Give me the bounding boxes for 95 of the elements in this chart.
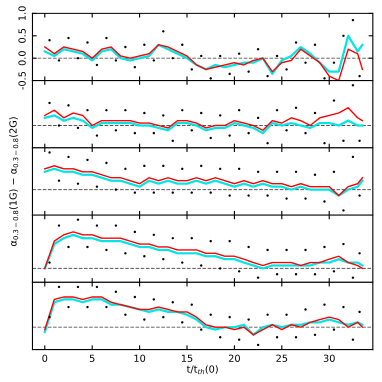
point: [134, 296, 136, 298]
point: [162, 316, 165, 318]
x-tick-label: 15: [182, 354, 192, 362]
point: [352, 18, 354, 22]
point: [323, 77, 326, 80]
point: [105, 248, 108, 252]
point: [332, 328, 336, 331]
point: [114, 188, 118, 191]
y-tick-label: 0.0: [18, 51, 26, 66]
point: [124, 252, 127, 255]
point: [266, 194, 269, 197]
y-axis-title: α$_{0.3−0.8}$(1G) − α$_{0.3−0.8}$(2G): [9, 117, 18, 246]
point: [266, 142, 269, 144]
point: [124, 46, 127, 48]
point: [218, 54, 222, 58]
point: [238, 270, 240, 273]
point: [238, 108, 240, 112]
point: [358, 252, 361, 255]
point: [332, 61, 336, 64]
point: [152, 191, 156, 194]
point: [228, 316, 231, 318]
x-tick-label: 30: [324, 354, 335, 362]
point: [96, 64, 98, 66]
point: [228, 194, 231, 197]
point: [124, 108, 127, 112]
point: [124, 168, 127, 170]
line-series: [44, 44, 364, 81]
point: [228, 134, 231, 137]
point: [304, 248, 307, 252]
point: [238, 168, 240, 170]
point: [86, 108, 89, 112]
point: [105, 162, 108, 164]
point: [247, 194, 250, 197]
point: [152, 298, 156, 301]
point: [143, 164, 146, 168]
point: [323, 303, 326, 306]
point: [86, 158, 89, 162]
point: [247, 132, 250, 134]
point: [162, 114, 165, 117]
x-tick-label: 20: [228, 354, 240, 362]
x-tick-label: 25: [276, 354, 288, 362]
point: [304, 132, 307, 134]
point: [256, 116, 260, 120]
point: [96, 185, 98, 188]
point: [134, 132, 136, 134]
point: [76, 126, 80, 130]
point: [228, 72, 231, 76]
point: [76, 182, 80, 185]
point: [247, 246, 250, 248]
point: [358, 74, 361, 78]
point: [256, 276, 260, 279]
point: [218, 114, 222, 117]
point: [67, 104, 70, 107]
point: [352, 276, 354, 279]
point: [285, 68, 288, 71]
point: [228, 240, 231, 242]
point: [256, 344, 260, 346]
point: [276, 108, 278, 112]
point: [285, 248, 288, 252]
point: [152, 132, 156, 134]
y-tick-label: 0.5: [18, 28, 26, 43]
point: [162, 164, 165, 168]
line-series: [44, 34, 364, 75]
point: [247, 70, 250, 73]
point: [162, 258, 165, 260]
point: [218, 267, 222, 270]
y-tick-label: -0.5: [18, 72, 26, 90]
point: [114, 129, 118, 132]
point: [152, 234, 156, 236]
point: [143, 318, 146, 321]
point: [266, 248, 269, 252]
point: [114, 59, 118, 62]
x-tick-label: 10: [134, 354, 146, 362]
point: [48, 316, 51, 318]
point: [238, 338, 240, 341]
point: [314, 334, 316, 336]
point: [358, 310, 361, 314]
point: [134, 66, 136, 68]
point: [134, 191, 136, 194]
point: [114, 224, 118, 227]
point: [332, 270, 336, 273]
point: [152, 59, 156, 62]
point: [134, 230, 136, 234]
point: [285, 129, 288, 132]
y-tick-label: 1.0: [18, 6, 26, 20]
point: [105, 108, 108, 112]
point: [266, 74, 269, 78]
point: [247, 318, 250, 321]
point: [304, 61, 307, 64]
point: [218, 168, 222, 170]
point: [352, 338, 354, 341]
x-axis-title: t/t$_{th}$(0): [186, 365, 218, 374]
x-tick-label: 0: [42, 354, 48, 362]
x-tick-label: 5: [90, 354, 94, 362]
point: [143, 112, 146, 114]
